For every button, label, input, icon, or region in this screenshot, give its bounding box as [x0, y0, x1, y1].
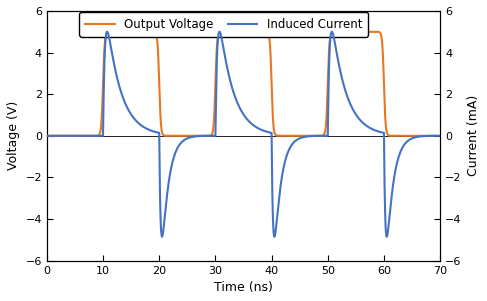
X-axis label: Time (ns): Time (ns) — [214, 281, 273, 294]
Output Voltage — [128, 30, 134, 33]
Output Voltage — [437, 134, 443, 138]
Induced Current — [416, 135, 422, 138]
Induced Current — [159, 235, 165, 238]
Induced Current — [44, 134, 50, 138]
Induced Current — [46, 134, 52, 138]
Output Voltage — [236, 30, 242, 33]
Output Voltage — [68, 134, 74, 138]
Induced Current — [236, 105, 242, 108]
Y-axis label: Voltage (V): Voltage (V) — [7, 101, 20, 170]
Output Voltage — [46, 134, 52, 138]
Output Voltage — [60, 134, 66, 138]
Induced Current — [60, 134, 66, 138]
Output Voltage — [44, 134, 50, 138]
Output Voltage — [416, 134, 422, 138]
Induced Current — [437, 134, 443, 138]
Induced Current — [121, 98, 127, 102]
Line: Output Voltage: Output Voltage — [47, 32, 440, 136]
Output Voltage — [412, 134, 418, 138]
Legend: Output Voltage, Induced Current: Output Voltage, Induced Current — [79, 12, 368, 37]
Induced Current — [68, 134, 74, 138]
Line: Induced Current: Induced Current — [47, 32, 440, 237]
Y-axis label: Current (mA): Current (mA) — [467, 95, 480, 176]
Induced Current — [329, 30, 335, 33]
Output Voltage — [121, 30, 127, 33]
